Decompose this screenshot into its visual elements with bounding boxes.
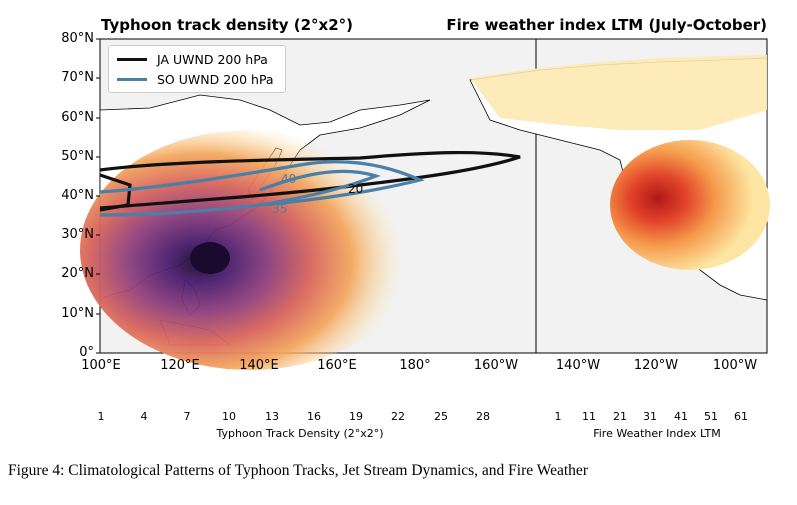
lat-label: 50°N [61, 149, 94, 164]
typhoon-cbar-label: Typhoon Track Density (2°x2°) [216, 427, 384, 440]
lat-label: 70°N [61, 70, 94, 85]
ja-uwnd-contours [99, 150, 521, 212]
fire-weather-field [610, 140, 770, 270]
map-legend: JA UWND 200 hPa SO UWND 200 hPa [108, 45, 286, 93]
fire-cbar-tick: 41 [674, 410, 688, 423]
legend-item-ja: JA UWND 200 hPa [117, 50, 268, 68]
map-figure: 40 35 20 [80, 38, 770, 406]
axis-ticks [96, 38, 100, 354]
contour-label-20: 20 [348, 182, 363, 196]
fire-cbar-tick: 61 [734, 410, 748, 423]
lat-label: 40°N [61, 188, 94, 203]
lat-label: 60°N [61, 110, 94, 125]
lon-label: 140°W [555, 358, 601, 373]
typhoon-cbar-tick: 28 [476, 410, 490, 423]
lon-label: 140°E [239, 358, 279, 373]
lat-label: 0° [79, 345, 94, 360]
legend-swatch-so [117, 77, 147, 81]
legend-label-so: SO UWND 200 hPa [157, 71, 274, 87]
typhoon-cbar-tick: 4 [140, 410, 148, 423]
lat-label: 80°N [61, 31, 94, 46]
fire-cbar-tick: 21 [613, 410, 627, 423]
lon-label: 100°E [81, 358, 121, 373]
figure-caption: Figure 4: Climatological Patterns of Typ… [8, 462, 588, 479]
so-uwnd-contours [99, 160, 425, 217]
typhoon-cbar-tick: 19 [349, 410, 363, 423]
lat-label: 30°N [61, 227, 94, 242]
contour-label-40: 40 [281, 172, 296, 186]
lat-label: 20°N [61, 266, 94, 281]
lon-label: 160°E [317, 358, 357, 373]
typhoon-cbar-tick: 22 [391, 410, 405, 423]
legend-swatch-ja [117, 57, 147, 61]
fire-cbar-label: Fire Weather Index LTM [593, 427, 721, 440]
right-panel-title: Fire weather index LTM (July-October) [446, 16, 767, 34]
lon-label: 100°W [712, 358, 758, 373]
contour-label-35: 35 [272, 202, 287, 216]
lon-label: 120°E [160, 358, 200, 373]
lon-label: 160°W [473, 358, 519, 373]
left-panel-title: Typhoon track density (2°x2°) [101, 16, 354, 34]
lon-label: 180° [399, 358, 431, 373]
typhoon-cbar-tick: 13 [265, 410, 279, 423]
fire-weather-north [470, 55, 767, 130]
lon-label: 120°W [633, 358, 679, 373]
typhoon-density-peak [190, 242, 230, 274]
fire-cbar-tick: 11 [582, 410, 596, 423]
typhoon-cbar-tick: 1 [97, 410, 105, 423]
typhoon-cbar-tick: 25 [434, 410, 448, 423]
fire-cbar-tick: 31 [643, 410, 657, 423]
fire-cbar-tick: 1 [554, 410, 562, 423]
typhoon-cbar-tick: 7 [183, 410, 191, 423]
lat-label: 10°N [61, 306, 94, 321]
typhoon-cbar-tick: 10 [222, 410, 236, 423]
legend-item-so: SO UWND 200 hPa [117, 70, 274, 88]
legend-label-ja: JA UWND 200 hPa [157, 51, 268, 67]
map-svg: 40 35 20 [80, 38, 770, 406]
fire-cbar-tick: 51 [704, 410, 718, 423]
typhoon-cbar-tick: 16 [307, 410, 321, 423]
